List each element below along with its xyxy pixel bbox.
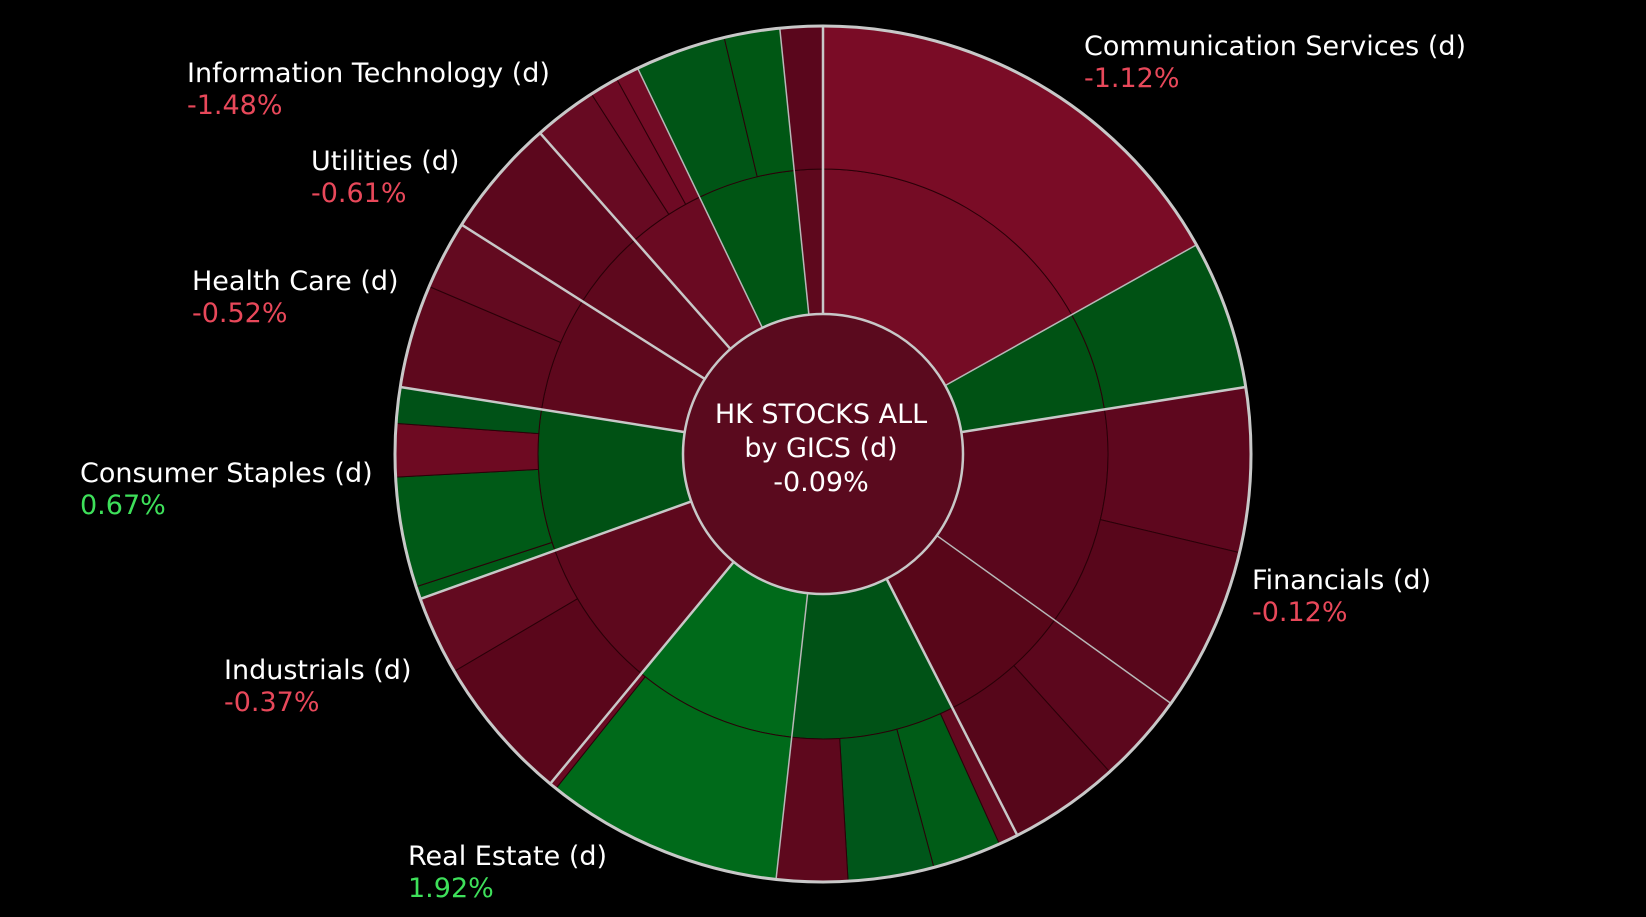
sector-separators	[400, 26, 1246, 880]
sector-change: -0.52%	[192, 298, 288, 329]
sector-name: Financials (d)	[1252, 565, 1432, 596]
industry-separator	[775, 593, 809, 880]
sector-change: -0.61%	[311, 178, 407, 209]
sector-change: -1.12%	[1084, 63, 1180, 94]
sector-label-industrials[interactable]: Industrials (d) -0.37%	[224, 655, 411, 719]
sector-name: Real Estate (d)	[408, 841, 608, 872]
sector-separator	[419, 500, 692, 601]
segments	[394, 25, 1252, 883]
sector-label-information-technology[interactable]: Information Technology (d) -1.48%	[187, 58, 550, 122]
chart-total-change: -0.09%	[773, 467, 869, 498]
sector-name: Consumer Staples (d)	[80, 458, 373, 489]
sector-name: Communication Services (d)	[1084, 31, 1467, 62]
sector-change: -1.48%	[187, 90, 283, 121]
chart-center-label: HK STOCKS ALL by GICS (d) -0.09%	[681, 398, 961, 500]
chart-subtitle: by GICS (d)	[744, 433, 898, 464]
sector-name: Industrials (d)	[224, 655, 412, 686]
sector-separator	[961, 385, 1246, 434]
chart-title: HK STOCKS ALL	[714, 399, 928, 430]
outer-rim	[393, 24, 1253, 884]
sector-label-communication-services[interactable]: Communication Services (d) -1.12%	[1084, 31, 1466, 95]
industry-separator	[944, 244, 1197, 387]
sector-separator	[539, 132, 732, 350]
sector-name: Information Technology (d)	[187, 58, 550, 89]
sector-separator	[460, 223, 706, 381]
sector-separator	[885, 578, 1019, 836]
sector-label-real-estate[interactable]: Real Estate (d) 1.92%	[408, 841, 607, 905]
sector-name: Health Care (d)	[192, 266, 399, 297]
industry-separator	[936, 534, 1172, 705]
center-disc[interactable]	[681, 312, 965, 596]
sector-name: Utilities (d)	[311, 146, 460, 177]
sector-change: -0.12%	[1252, 597, 1348, 628]
sector-label-health-care[interactable]: Health Care (d) -0.52%	[192, 266, 399, 330]
sector-separator	[400, 385, 685, 434]
sector-label-financials[interactable]: Financials (d) -0.12%	[1252, 565, 1431, 629]
sector-change: 1.92%	[408, 873, 494, 904]
sector-label-consumer-staples[interactable]: Consumer Staples (d) 0.67%	[80, 458, 373, 522]
sector-label-utilities[interactable]: Utilities (d) -0.61%	[311, 146, 459, 210]
sector-separator	[549, 561, 735, 785]
sector-change: -0.37%	[224, 687, 320, 718]
industry-separator	[779, 28, 810, 315]
industry-separator	[636, 67, 764, 329]
sector-change: 0.67%	[80, 490, 166, 521]
